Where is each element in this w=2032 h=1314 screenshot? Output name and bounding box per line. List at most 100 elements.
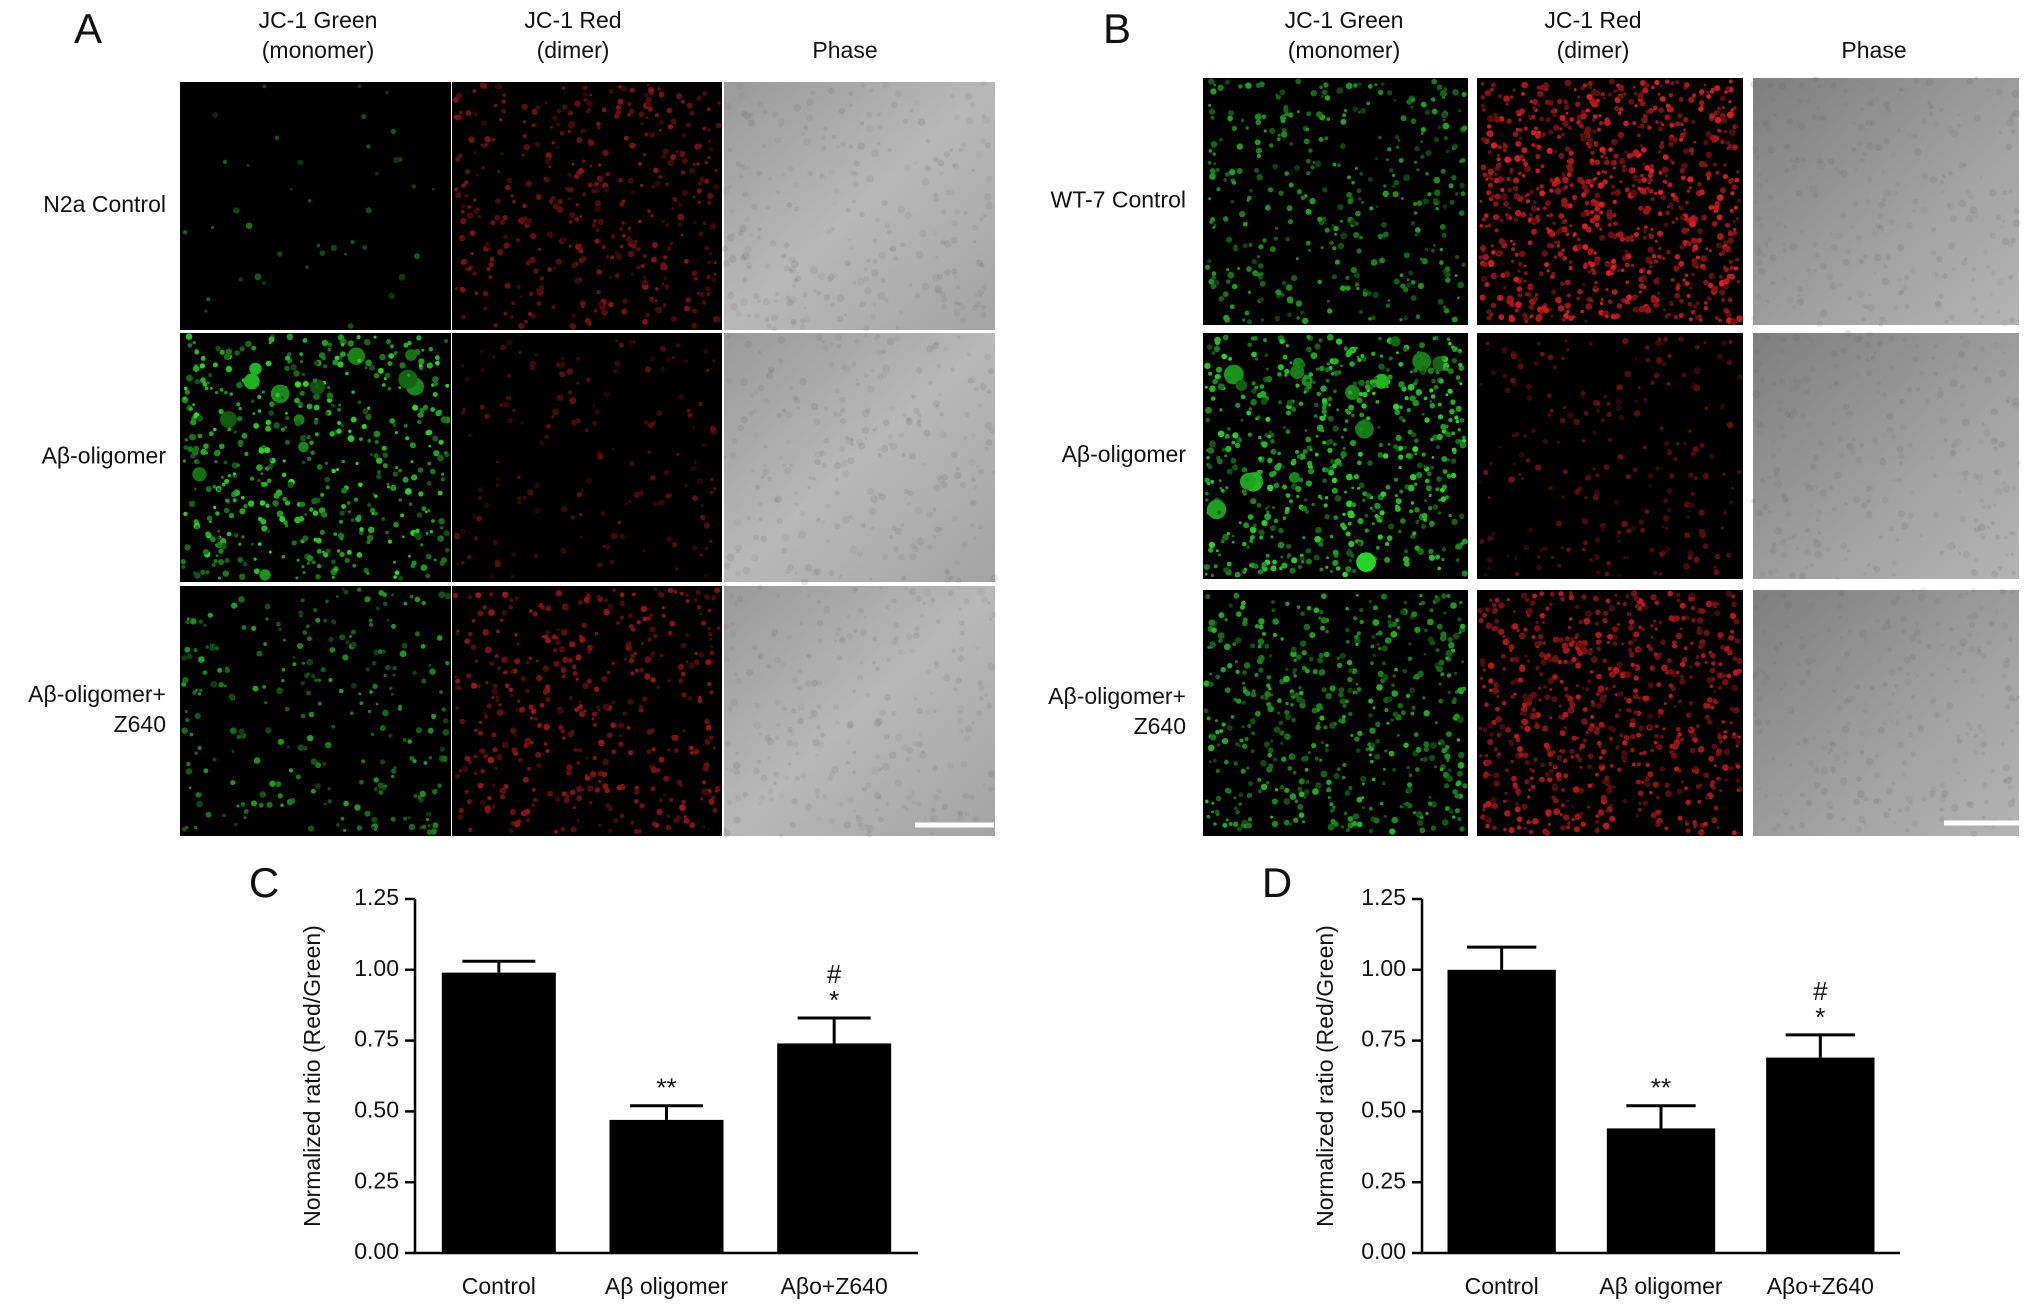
cell xyxy=(560,236,567,243)
cell xyxy=(340,343,345,347)
cell xyxy=(1554,187,1562,195)
cell xyxy=(1272,472,1276,476)
cell xyxy=(1616,384,1623,391)
cell xyxy=(440,477,445,482)
cell-texture xyxy=(877,447,881,452)
cell xyxy=(1704,406,1708,411)
cell xyxy=(544,157,552,164)
cell xyxy=(351,390,355,394)
cell-texture xyxy=(2001,319,2009,328)
cell xyxy=(685,297,692,303)
cell xyxy=(1594,159,1601,165)
cell-texture xyxy=(829,770,836,777)
cell xyxy=(365,413,372,421)
cell xyxy=(1642,445,1647,450)
cell xyxy=(1217,383,1225,390)
cell-texture xyxy=(938,392,943,397)
cell xyxy=(1727,237,1734,244)
cell xyxy=(1457,428,1461,432)
cell-texture xyxy=(944,269,951,276)
cell-texture xyxy=(1759,223,1764,228)
cell-texture xyxy=(1767,82,1773,88)
cell xyxy=(534,507,541,514)
cell xyxy=(1557,563,1562,568)
cell xyxy=(325,411,329,416)
cell xyxy=(1313,554,1320,561)
cell xyxy=(1500,193,1508,201)
cell xyxy=(371,826,375,830)
cell xyxy=(576,819,580,822)
cell xyxy=(703,349,708,354)
cell xyxy=(1296,110,1300,114)
cell xyxy=(709,223,716,230)
cell xyxy=(387,539,392,544)
cell xyxy=(233,489,241,497)
cell xyxy=(215,345,221,352)
cell xyxy=(370,732,375,737)
cell xyxy=(316,243,321,248)
cell xyxy=(266,801,273,808)
cell-texture xyxy=(730,621,735,627)
cell xyxy=(591,223,597,228)
cell xyxy=(494,561,501,568)
cell xyxy=(241,535,245,539)
cell-texture xyxy=(2010,129,2016,135)
cell xyxy=(373,777,379,783)
cell xyxy=(568,122,575,129)
cell xyxy=(1332,477,1337,482)
cell xyxy=(1617,530,1622,535)
cell xyxy=(205,570,210,575)
cell xyxy=(653,502,659,507)
cell-texture xyxy=(1794,157,1801,164)
cell xyxy=(1564,339,1568,343)
cell xyxy=(543,723,550,731)
cell xyxy=(1374,514,1379,519)
cell-texture xyxy=(820,450,825,454)
cell-texture xyxy=(823,294,831,301)
cell xyxy=(1303,390,1307,394)
cell xyxy=(1598,114,1602,118)
cell xyxy=(313,420,319,425)
cell xyxy=(1249,526,1257,534)
cell-texture xyxy=(808,475,813,480)
cell xyxy=(1596,171,1601,176)
cell xyxy=(1395,434,1402,442)
cell xyxy=(408,502,413,507)
cell xyxy=(1726,552,1732,558)
cell xyxy=(426,362,433,369)
cell xyxy=(1210,115,1215,120)
cell-texture xyxy=(882,419,890,426)
cell-texture xyxy=(883,734,890,740)
cell xyxy=(1261,519,1268,527)
cell xyxy=(1286,553,1292,558)
cell-texture xyxy=(958,607,962,611)
cell xyxy=(1305,127,1310,132)
cell xyxy=(1325,379,1330,383)
cell xyxy=(302,381,309,387)
cell-texture xyxy=(903,119,908,124)
cell-texture xyxy=(906,502,911,507)
cell-texture xyxy=(934,526,941,533)
cell xyxy=(710,645,714,648)
cell xyxy=(663,276,668,281)
cell xyxy=(367,526,375,534)
cell xyxy=(1653,302,1659,308)
cell-texture xyxy=(786,439,791,445)
cell xyxy=(205,811,212,818)
cell xyxy=(1434,189,1441,197)
cell xyxy=(388,733,393,739)
cell-texture xyxy=(1762,253,1767,258)
cell xyxy=(589,771,597,778)
cell xyxy=(364,365,368,369)
cell xyxy=(1357,541,1362,546)
cell-texture xyxy=(779,833,784,838)
cell xyxy=(386,485,390,489)
cell xyxy=(469,230,476,237)
cell xyxy=(1716,194,1724,202)
cell xyxy=(640,121,644,126)
cell-texture xyxy=(957,710,962,715)
cell-texture xyxy=(1817,152,1822,157)
cell xyxy=(1275,226,1279,230)
cell-texture xyxy=(803,125,809,131)
cell xyxy=(707,626,711,631)
